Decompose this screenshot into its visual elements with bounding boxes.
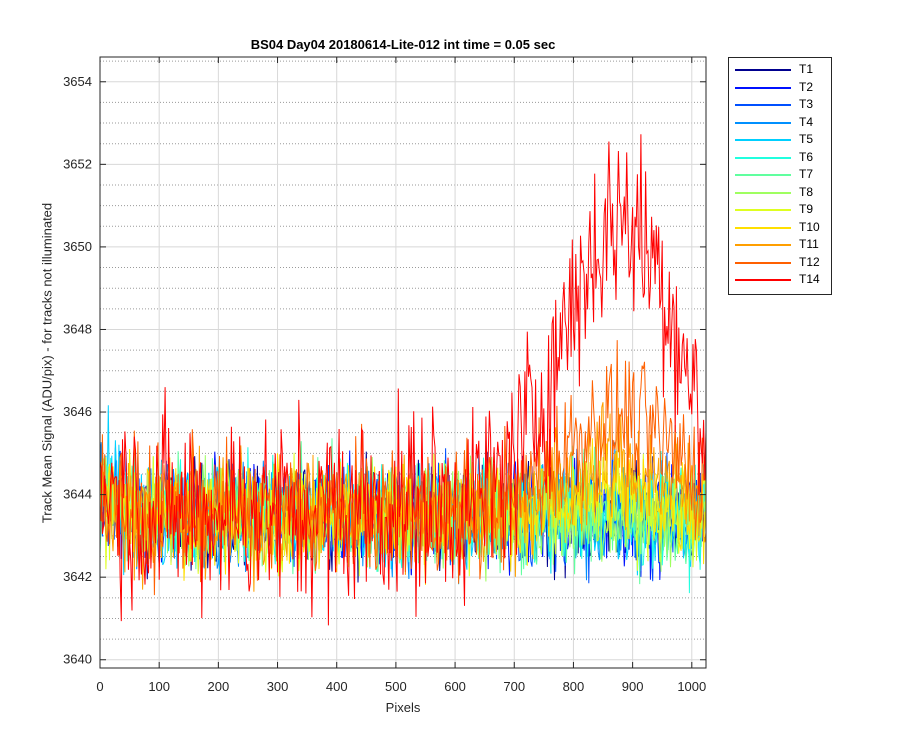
legend-swatch <box>735 86 791 89</box>
x-tick-label: 800 <box>563 679 585 694</box>
legend-item-t11: T11 <box>735 236 831 253</box>
legend-label: T4 <box>799 114 814 129</box>
legend-item-t10: T10 <box>735 219 831 236</box>
legend-swatch <box>735 139 791 141</box>
legend-label: T5 <box>799 132 814 146</box>
legend: T1 T2 T3 T4 T5 T6 T7 T8 T9 T10 T11 T12 T14 <box>728 57 832 295</box>
x-tick-label: 100 <box>148 679 170 694</box>
y-tick-label: 3648 <box>63 321 92 336</box>
legend-label: T8 <box>799 184 814 199</box>
y-axis-label: Track Mean Signal (ADU/pix) - for tracks… <box>39 202 55 524</box>
legend-item-t5: T5 <box>735 131 831 148</box>
legend-swatch <box>735 279 791 281</box>
x-tick-label: 600 <box>444 679 466 694</box>
legend-item-t12: T12 <box>735 254 831 271</box>
y-tick-label: 3640 <box>63 652 92 667</box>
x-tick-label: 1000 <box>677 679 706 694</box>
legend-label: T9 <box>799 202 814 216</box>
y-tick-label: 3654 <box>63 74 92 89</box>
y-tick-label: 3642 <box>63 569 92 584</box>
legend-label: T7 <box>799 167 814 181</box>
x-tick-label: 0 <box>96 679 103 694</box>
axes-box <box>99 56 707 669</box>
legend-item-t4: T4 <box>735 114 831 131</box>
legend-swatch <box>735 244 791 246</box>
ticks: 0 100 200 300 400 500 600 700 800 900 1000 3640 3642… <box>63 57 706 694</box>
y-tick-label: 3650 <box>63 239 92 254</box>
legend-label: T14 <box>799 272 820 286</box>
legend-label: T11 <box>799 237 819 251</box>
legend-item-t7: T7 <box>735 166 831 183</box>
legend-swatch <box>735 191 791 194</box>
legend-swatch <box>735 156 791 159</box>
grid <box>99 57 706 668</box>
legend-item-t1: T1 <box>735 61 831 78</box>
legend-item-t2: T2 <box>735 79 831 96</box>
legend-label: T10 <box>799 219 820 234</box>
legend-swatch <box>735 104 791 106</box>
series-lines <box>100 134 706 626</box>
legend-item-t6: T6 <box>735 149 831 166</box>
legend-swatch <box>735 69 791 71</box>
x-tick-label: 400 <box>326 679 348 694</box>
legend-swatch <box>735 261 791 264</box>
legend-item-t14: T14 <box>735 271 831 288</box>
x-tick-label: 200 <box>208 679 230 694</box>
y-tick-label: 3652 <box>63 156 92 171</box>
x-axis-label: Pixels <box>385 700 421 715</box>
x-tick-label: 500 <box>385 679 407 694</box>
y-tick-label: 3644 <box>63 487 92 502</box>
chart-title: BS04 Day04 20180614-Lite-012 int time = … <box>250 37 556 52</box>
y-tick-label: 3646 <box>63 404 92 419</box>
series-line-t14 <box>100 134 706 626</box>
x-tick-label: 700 <box>503 679 525 694</box>
legend-label: T12 <box>799 254 820 269</box>
legend-item-t8: T8 <box>735 184 831 201</box>
x-tick-label: 300 <box>267 679 289 694</box>
legend-item-t9: T9 <box>735 201 831 218</box>
legend-swatch <box>735 209 791 211</box>
x-tick-label: 900 <box>622 679 644 694</box>
legend-swatch <box>735 174 791 176</box>
legend-swatch <box>735 226 791 229</box>
legend-swatch <box>735 121 791 124</box>
legend-item-t3: T3 <box>735 96 831 113</box>
legend-label: T3 <box>799 97 814 111</box>
legend-label: T6 <box>799 149 814 164</box>
legend-label: T1 <box>799 62 814 76</box>
legend-label: T2 <box>799 79 814 94</box>
